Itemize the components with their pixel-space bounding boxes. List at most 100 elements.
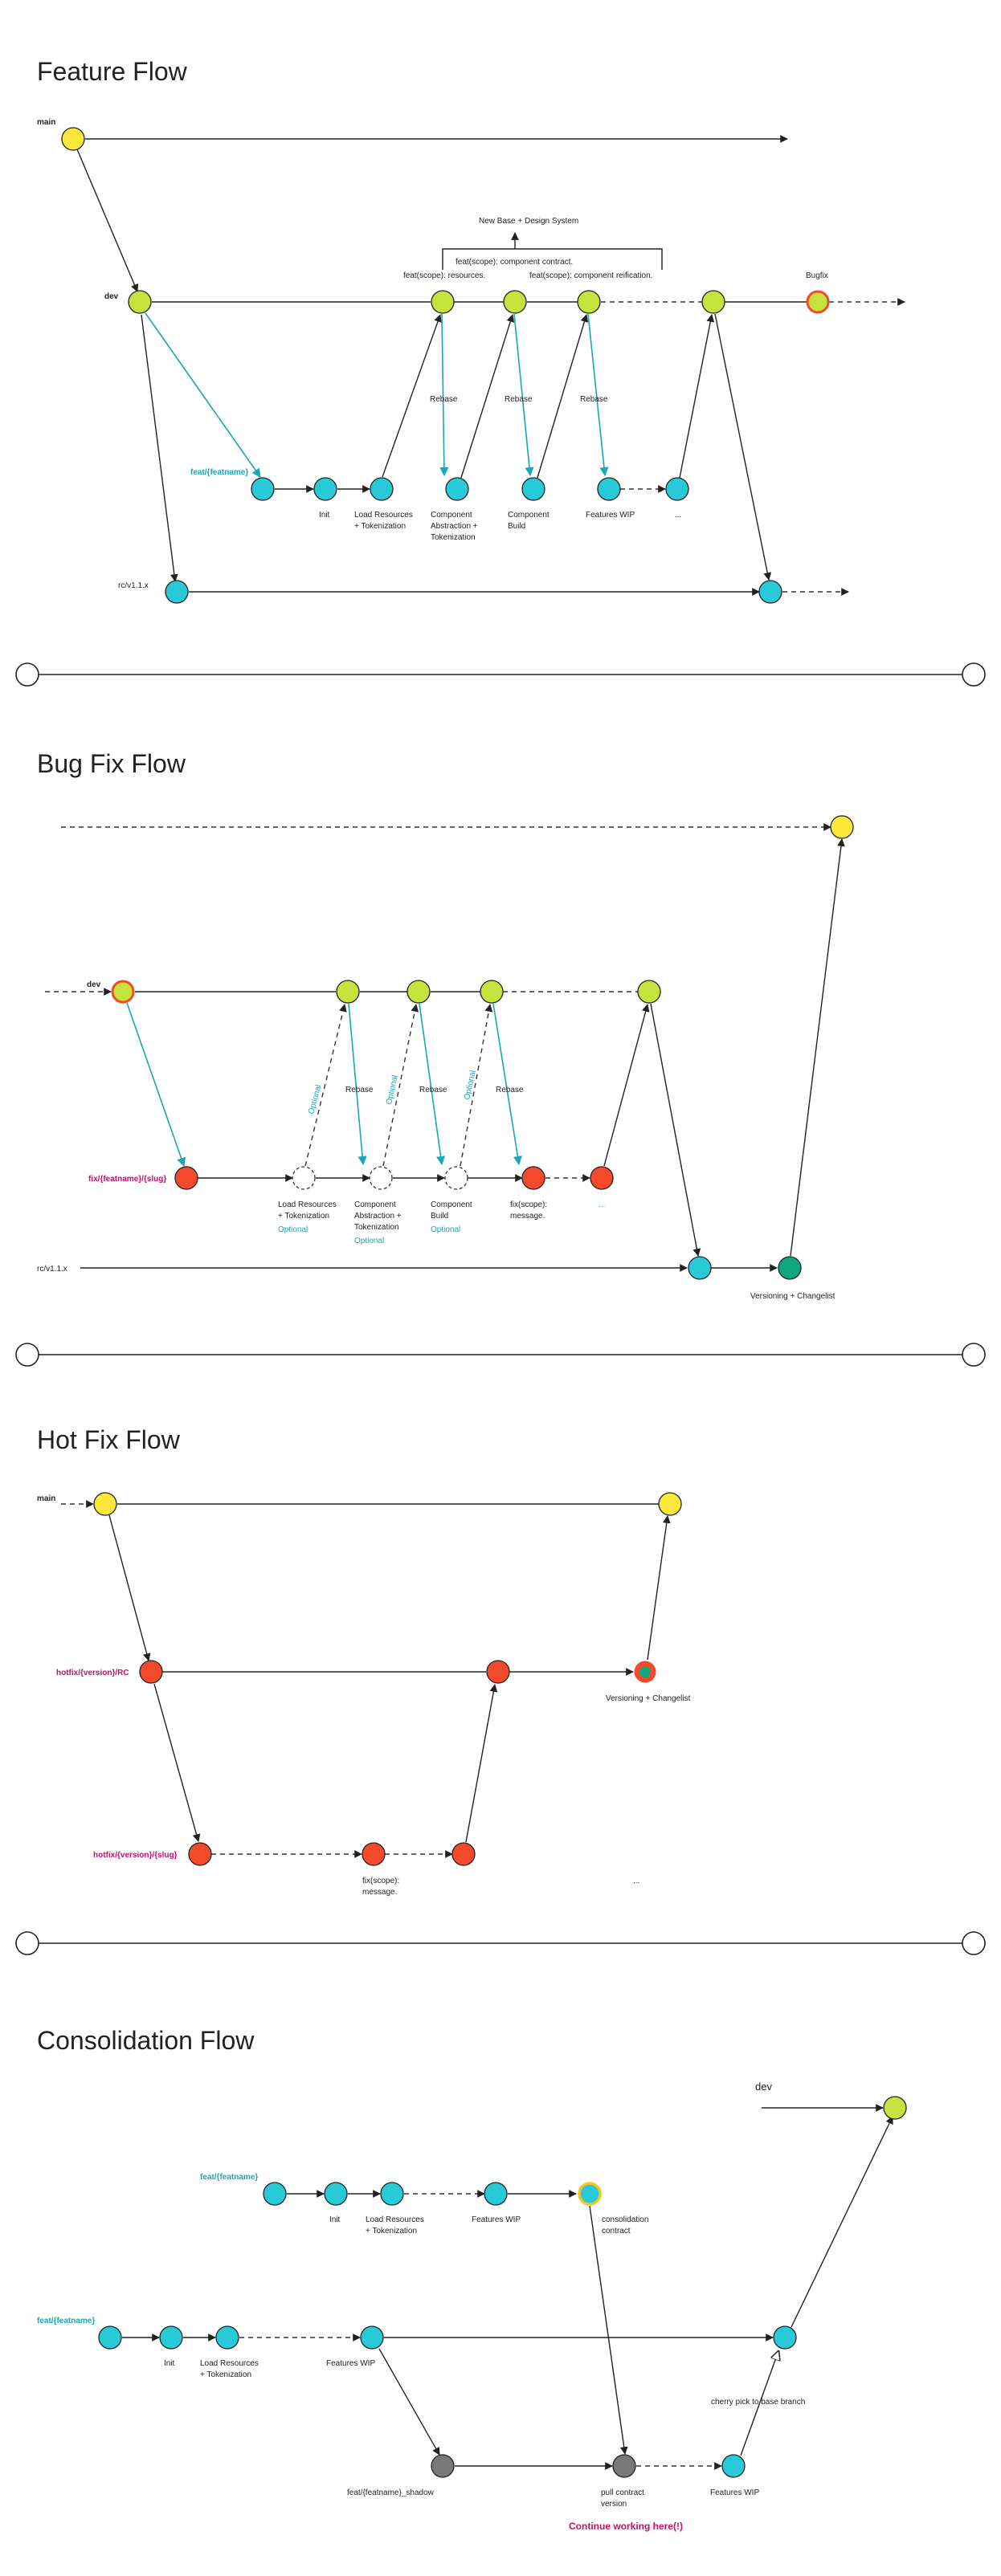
consolidation-flow-title: Consolidation Flow: [37, 2026, 255, 2055]
component-abstraction-label: Component: [431, 511, 472, 520]
fix-to-dev-arrow: [603, 1004, 650, 1167]
feat-commit-node[interactable]: [324, 2182, 348, 2206]
bug-origin-commit-node[interactable]: [111, 980, 135, 1004]
consolidation-contract-label-2: contract: [602, 2227, 631, 2236]
main-commit-node[interactable]: [93, 1492, 117, 1516]
rc-commit-node[interactable]: [165, 580, 189, 604]
fix-message-label-2: message.: [362, 1888, 397, 1897]
component-build-label: Component: [508, 511, 550, 520]
dev-commit-node[interactable]: [128, 290, 152, 314]
feat-commit-node[interactable]: [263, 2182, 287, 2206]
optional-arrow: [382, 1004, 419, 1167]
design-system-bracket: [442, 248, 663, 270]
feat-to-dev-1: [382, 314, 442, 478]
features-wip-label: Features WIP: [710, 2488, 759, 2497]
contract-to-pull-arrow: [589, 2205, 628, 2455]
feat-commit-node[interactable]: [380, 2182, 404, 2206]
feat-commit-node[interactable]: [159, 2325, 183, 2350]
dev-commit-node[interactable]: [431, 290, 455, 314]
hotfix-slug-commit-node[interactable]: [362, 1842, 386, 1866]
main-to-dev-arrow: [76, 149, 139, 292]
main-commit-node[interactable]: [658, 1492, 682, 1516]
rebase-arrow: [348, 1003, 367, 1166]
optional-note: Optional: [431, 1225, 460, 1234]
feat-commit-node[interactable]: [313, 477, 337, 501]
feat-commit-node[interactable]: [215, 2325, 239, 2350]
rebase-label: Rebase: [430, 395, 458, 404]
feat-commit-node[interactable]: [445, 477, 469, 501]
init-label: Init: [329, 2215, 341, 2224]
fix-commit-node[interactable]: [174, 1166, 198, 1190]
load-resources-label: Load Resources: [278, 1200, 337, 1209]
dev-branch-label: dev: [755, 2081, 772, 2093]
optional-note: Optional: [354, 1237, 384, 1245]
separator-endpoint: [962, 1343, 986, 1367]
hotfix-flow: Hot Fix Flow main hotfix/{version}/RC ho…: [37, 1425, 691, 1897]
component-abstraction-label-3: Tokenization: [354, 1223, 399, 1232]
versioning-commit-node[interactable]: [778, 1256, 802, 1280]
feat-commit-node[interactable]: [665, 477, 689, 501]
bugfix-label: Bugfix: [806, 271, 828, 280]
shadow-commit-node[interactable]: [431, 2454, 455, 2478]
section-separator: [15, 1931, 986, 1955]
rc-commit-node[interactable]: [688, 1256, 712, 1280]
feat-commit-node[interactable]: [773, 2325, 797, 2350]
dev-commit-node[interactable]: [480, 980, 504, 1004]
section-separator: [15, 1343, 986, 1367]
hotfix-slug-commit-node[interactable]: [188, 1842, 212, 1866]
main-commit-node[interactable]: [61, 127, 85, 151]
features-wip-label: Features WIP: [586, 511, 635, 520]
feat-commit-node[interactable]: [521, 477, 545, 501]
feat-commit-node[interactable]: [251, 477, 275, 501]
main-branch-label: main: [37, 118, 55, 127]
dev-commit-node[interactable]: [577, 290, 601, 314]
resources-label: feat(scope): resources.: [403, 271, 485, 280]
rc-commit-node[interactable]: [758, 580, 782, 604]
feat-commit-node[interactable]: [360, 2325, 384, 2350]
optional-commit-node[interactable]: [444, 1166, 468, 1190]
dev-commit-node[interactable]: [503, 290, 527, 314]
fix-commit-node[interactable]: [590, 1166, 614, 1190]
hotfix-rc-commit-node[interactable]: [486, 1660, 510, 1684]
dev-commit-node[interactable]: [883, 2096, 907, 2120]
design-system-label: New Base + Design System: [479, 217, 578, 226]
hotfix-slug-commit-node[interactable]: [451, 1842, 476, 1866]
final-to-dev-arrow: [791, 2116, 893, 2328]
dev-commit-node[interactable]: [336, 980, 360, 1004]
bugfix-flow: Bug Fix Flow: [37, 749, 854, 1301]
ellipsis-label: ...: [633, 1877, 639, 1885]
dev-branch-label: dev: [87, 980, 101, 989]
component-abstraction-label-3: Tokenization: [431, 533, 476, 542]
cherry-pick-arrow: [740, 2351, 778, 2456]
main-commit-node[interactable]: [830, 815, 854, 839]
dev-commit-node[interactable]: [637, 980, 661, 1004]
consolidation-contract-node[interactable]: [578, 2182, 602, 2206]
component-contract-label: feat(scope): component contract.: [456, 258, 573, 267]
pull-contract-node[interactable]: [612, 2454, 636, 2478]
hotfix-rc-commit-node[interactable]: [139, 1660, 163, 1684]
pull-contract-label: pull contract: [601, 2488, 644, 2497]
bugfix-commit-node[interactable]: [806, 290, 830, 314]
main-to-rc-arrow: [108, 1514, 151, 1661]
feat-commit-node[interactable]: [370, 477, 394, 501]
feat-branch-label: feat/{featname}: [200, 2173, 258, 2182]
feat-commit-node[interactable]: [721, 2454, 746, 2478]
dev-commit-node[interactable]: [701, 290, 725, 314]
load-resources-label: Load Resources: [354, 511, 413, 520]
feat-commit-node[interactable]: [597, 477, 621, 501]
dev-commit-node[interactable]: [407, 980, 431, 1004]
versioning-label: Versioning + Changelist: [750, 1292, 836, 1301]
init-label: Init: [164, 2359, 175, 2368]
fix-commit-node[interactable]: [521, 1166, 545, 1190]
rebase-label: Rebase: [419, 1086, 447, 1094]
pull-contract-label-2: version: [601, 2500, 627, 2509]
rebase-label: Rebase: [505, 395, 533, 404]
optional-commit-node[interactable]: [292, 1166, 316, 1190]
ellipsis-label: ...: [675, 511, 681, 520]
init-label: Init: [319, 511, 330, 520]
feat-commit-node[interactable]: [484, 2182, 508, 2206]
optional-label: Optional: [385, 1074, 400, 1106]
feat-commit-node[interactable]: [98, 2325, 122, 2350]
dev-to-fix-arrow: [126, 1002, 186, 1168]
optional-commit-node[interactable]: [369, 1166, 393, 1190]
